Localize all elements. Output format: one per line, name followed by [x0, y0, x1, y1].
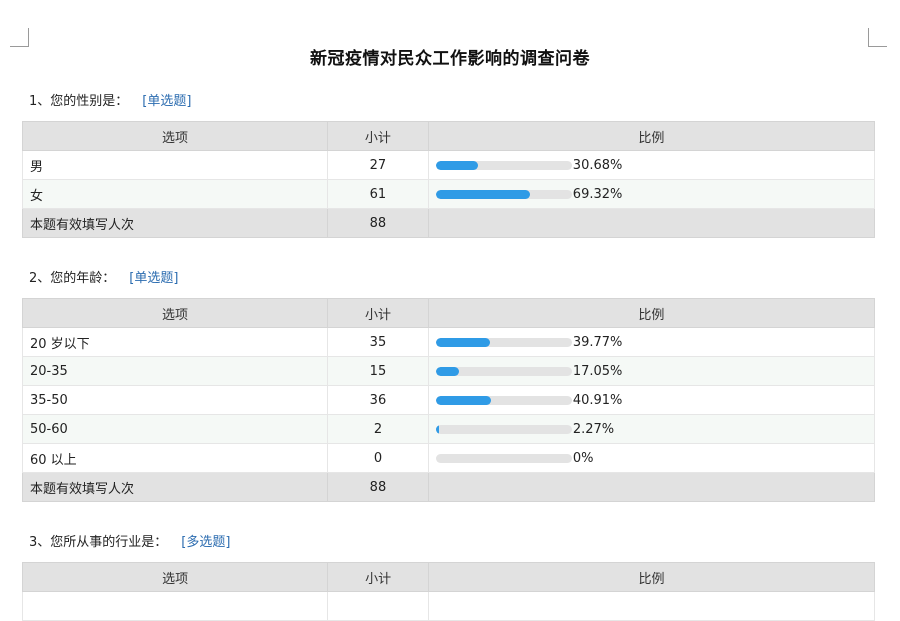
question-3-title: 3、您所从事的行业是： [多选题]	[29, 531, 230, 550]
option-label: 50-60	[21, 414, 329, 444]
table-row: 男 27 30.68%	[21, 150, 876, 180]
header-ratio: 比例	[427, 298, 876, 328]
option-ratio: 0%	[427, 443, 876, 473]
ratio-bar-fill	[435, 337, 490, 347]
document-title: 新冠疫情对民众工作影响的调查问卷	[310, 49, 590, 69]
table-total-row: 本题有效填写人次 88	[21, 208, 876, 238]
header-count: 小计	[327, 562, 430, 592]
table-row: 20 岁以下 35 39.77%	[21, 327, 876, 357]
header-count: 小计	[327, 121, 429, 151]
table-header-row: 选项 小计 比例	[21, 562, 875, 592]
ratio-bar-fill	[435, 160, 478, 170]
ratio-bar-fill	[435, 189, 531, 199]
total-ratio-empty	[427, 472, 876, 502]
option-count: 35	[327, 327, 429, 357]
option-ratio: 40.91%	[427, 385, 876, 415]
table-row: 女 61 69.32%	[21, 179, 876, 209]
total-ratio-empty	[427, 208, 876, 238]
option-count: 0	[327, 443, 429, 473]
option-ratio: 17.05%	[427, 356, 876, 386]
option-ratio: 30.68%	[427, 150, 876, 180]
ratio-bar-fill	[435, 395, 492, 405]
header-ratio: 比例	[427, 121, 876, 151]
option-count: 36	[327, 385, 429, 415]
question-3-text: 3、您所从事的行业是：	[29, 535, 168, 550]
option-ratio: 69.32%	[427, 179, 876, 209]
ratio-bar	[435, 160, 572, 170]
option-label: 20 岁以下	[21, 327, 329, 357]
total-count: 88	[327, 472, 429, 502]
option-ratio: 39.77%	[427, 327, 876, 357]
option-label	[21, 591, 329, 621]
question-3-type-tag: [多选题]	[181, 535, 231, 550]
total-count: 88	[327, 208, 429, 238]
option-label: 女	[21, 179, 329, 209]
ratio-percent: 2.27%	[572, 421, 615, 437]
option-label: 男	[21, 150, 329, 180]
total-label: 本题有效填写人次	[21, 208, 329, 238]
option-count: 2	[327, 414, 429, 444]
table-row: 35-50 36 40.91%	[21, 385, 876, 415]
ratio-percent: 69.32%	[572, 186, 623, 202]
ratio-bar	[435, 395, 572, 405]
question-3-table: 选项 小计 比例	[21, 562, 875, 621]
option-label: 35-50	[21, 385, 329, 415]
question-1-table: 选项 小计 比例 男 27 30.68% 女 61 69.32% 本题有效填写人…	[21, 121, 876, 238]
option-count	[327, 591, 430, 621]
question-2-title: 2、您的年龄： [单选题]	[29, 267, 178, 286]
ratio-bar	[435, 453, 572, 463]
ratio-bar	[435, 189, 572, 199]
option-ratio: 2.27%	[427, 414, 876, 444]
option-label: 60 以上	[21, 443, 329, 473]
header-option: 选项	[21, 121, 329, 151]
header-count: 小计	[327, 298, 429, 328]
table-row: 50-60 2 2.27%	[21, 414, 876, 444]
ratio-percent: 0%	[572, 450, 594, 466]
ratio-percent: 30.68%	[572, 157, 623, 173]
option-ratio	[428, 591, 875, 621]
ratio-percent: 40.91%	[572, 392, 623, 408]
table-row: 60 以上 0 0%	[21, 443, 876, 473]
table-row	[21, 591, 875, 621]
ratio-bar-fill	[435, 424, 439, 434]
ratio-bar	[435, 337, 572, 347]
header-option: 选项	[21, 562, 329, 592]
question-1-title: 1、您的性别是： [单选题]	[29, 90, 191, 109]
question-2-type-tag: [单选题]	[129, 271, 179, 286]
header-ratio: 比例	[428, 562, 875, 592]
table-row: 20-35 15 17.05%	[21, 356, 876, 386]
table-header-row: 选项 小计 比例	[21, 121, 876, 151]
question-2-text: 2、您的年龄：	[29, 271, 116, 286]
question-1-type-tag: [单选题]	[142, 94, 192, 109]
header-option: 选项	[21, 298, 329, 328]
ratio-bar	[435, 366, 572, 376]
page-corner-mark-top-left	[10, 28, 29, 47]
option-count: 27	[327, 150, 429, 180]
table-header-row: 选项 小计 比例	[21, 298, 876, 328]
ratio-percent: 39.77%	[572, 334, 623, 350]
option-label: 20-35	[21, 356, 329, 386]
ratio-bar	[435, 424, 572, 434]
question-2-table: 选项 小计 比例 20 岁以下 35 39.77% 20-35 15 17.05…	[21, 298, 876, 502]
ratio-percent: 17.05%	[572, 363, 623, 379]
page-corner-mark-top-right	[868, 28, 887, 47]
option-count: 61	[327, 179, 429, 209]
table-total-row: 本题有效填写人次 88	[21, 472, 876, 502]
ratio-bar-fill	[435, 366, 459, 376]
option-count: 15	[327, 356, 429, 386]
total-label: 本题有效填写人次	[21, 472, 329, 502]
question-1-text: 1、您的性别是：	[29, 94, 129, 109]
